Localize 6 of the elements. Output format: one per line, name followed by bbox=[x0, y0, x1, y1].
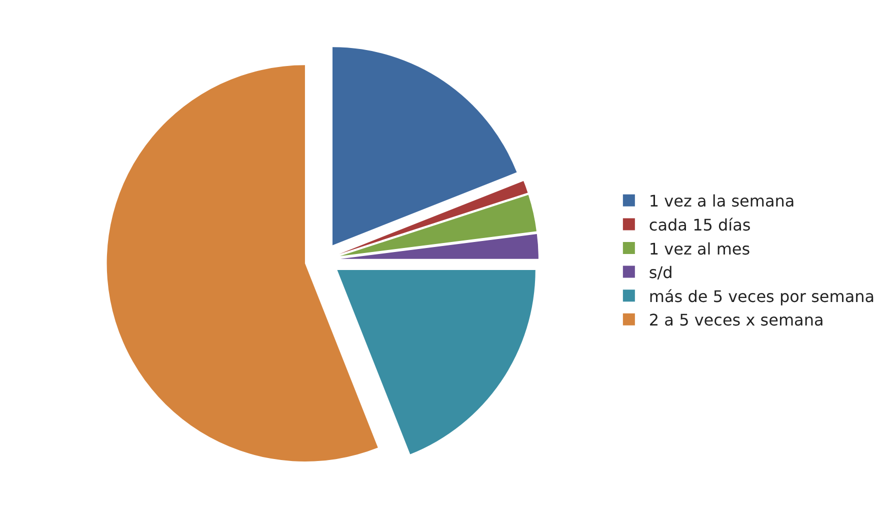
legend-label: más de 5 veces por semana bbox=[648, 286, 875, 306]
legend-label: 1 vez a la semana bbox=[648, 192, 795, 211]
legend-label: s/d bbox=[648, 263, 673, 282]
legend-label: 1 vez al mes bbox=[648, 239, 750, 258]
legend-label: cada 15 días bbox=[648, 215, 751, 234]
legend-label: 2 a 5 veces x semana bbox=[648, 310, 824, 330]
